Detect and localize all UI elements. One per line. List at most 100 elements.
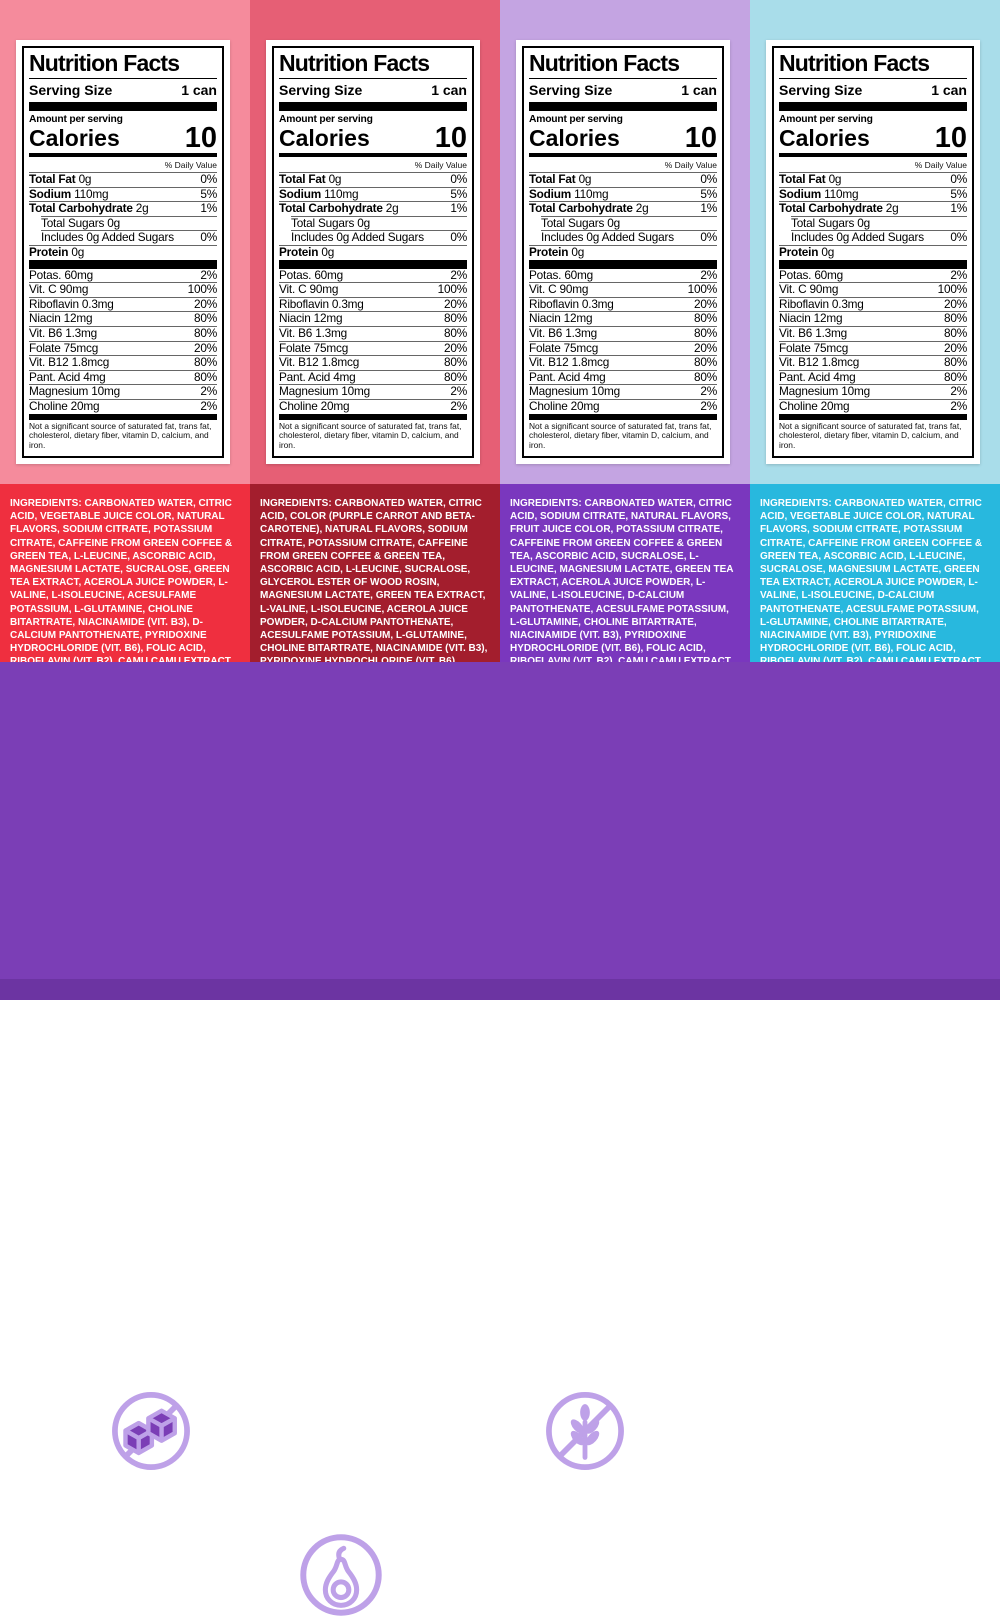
nutrition-facts-title: Nutrition Facts bbox=[29, 51, 217, 79]
serving-size-label: Serving Size bbox=[529, 82, 613, 98]
vitamin-row: Magnesium 10mg 2% bbox=[779, 384, 967, 399]
vitamin-row: Niacin 12mg 80% bbox=[779, 311, 967, 326]
wheat-stalk bbox=[570, 1404, 600, 1460]
divider-bar bbox=[279, 153, 467, 157]
ingredients-list: CARBONATED WATER, CITRIC ACID, COLOR (PU… bbox=[260, 498, 488, 662]
nutrient-row: Total Fat 0g 0% bbox=[779, 172, 967, 186]
nutrient-row: Protein 0g bbox=[29, 244, 217, 260]
keto-friendly-badge: KETO FRIENDLY bbox=[295, 1529, 959, 1621]
vitamin-row: Pant. Acid 4mg 80% bbox=[779, 369, 967, 384]
label-footnote: Not a significant source of saturated fa… bbox=[529, 420, 712, 451]
divider-bar bbox=[279, 102, 467, 111]
vitamin-row: Magnesium 10mg 2% bbox=[279, 384, 467, 399]
serving-size-label: Serving Size bbox=[279, 82, 363, 98]
nutrient-row: Includes 0g Added Sugars 0% bbox=[541, 230, 717, 245]
gluten-free-badge: GLUTEN FREE bbox=[541, 1387, 1000, 1475]
nutrient-row: Sodium 110mg 5% bbox=[529, 186, 717, 201]
vitamin-row: Pant. Acid 4mg 80% bbox=[529, 369, 717, 384]
bottom-strip bbox=[0, 979, 1000, 1000]
vitamin-row: Niacin 12mg 80% bbox=[529, 311, 717, 326]
avocado-icon bbox=[300, 1534, 382, 1616]
nutrient-row: Total Fat 0g 0% bbox=[279, 172, 467, 186]
vitamin-row: Niacin 12mg 80% bbox=[29, 311, 217, 326]
daily-value-header: % Daily Value bbox=[164, 160, 217, 170]
nutrient-row: Total Carbohydrate 2g 1% bbox=[279, 201, 467, 216]
daily-value-header: % Daily Value bbox=[914, 160, 967, 170]
no-gluten-icon bbox=[546, 1392, 624, 1470]
vitamin-row: Vit. B6 1.3mg 80% bbox=[779, 325, 967, 340]
serving-size-label: Serving Size bbox=[29, 82, 113, 98]
nutrient-row: Protein 0g bbox=[279, 244, 467, 260]
vitamin-row: Folate 75mcg 20% bbox=[29, 340, 217, 355]
calories-row: Calories 10 bbox=[779, 122, 967, 154]
divider-bar bbox=[279, 259, 467, 269]
vitamin-row: Vit. C 90mg 100% bbox=[529, 282, 717, 297]
divider-bar bbox=[279, 413, 467, 420]
label-footnote: Not a significant source of saturated fa… bbox=[279, 420, 462, 451]
ingredients-heading: INGREDIENTS: bbox=[260, 498, 332, 509]
nutrition-facts-inner: Nutrition Facts Serving Size 1 can Amoun… bbox=[772, 46, 974, 459]
nutrition-facts-title: Nutrition Facts bbox=[529, 51, 717, 79]
serving-size-value: 1 can bbox=[181, 82, 217, 98]
ingredients-area-1: INGREDIENTS: CARBONATED WATER, CITRIC AC… bbox=[0, 484, 250, 662]
serving-size-value: 1 can bbox=[681, 82, 717, 98]
nutrient-row: Total Sugars 0g bbox=[291, 215, 467, 231]
nutrient-row: Total Fat 0g 0% bbox=[29, 172, 217, 186]
divider-bar bbox=[779, 102, 967, 111]
vitamin-row: Pant. Acid 4mg 80% bbox=[29, 369, 217, 384]
label-area-1: Nutrition Facts Serving Size 1 can Amoun… bbox=[0, 0, 250, 484]
calories-row: Calories 10 bbox=[529, 122, 717, 154]
vitamin-row: Vit. B6 1.3mg 80% bbox=[279, 325, 467, 340]
vitamin-row: Vit. B12 1.8mcg 80% bbox=[529, 355, 717, 370]
nutrient-row: Includes 0g Added Sugars 0% bbox=[791, 230, 967, 245]
vitamin-row: Riboflavin 0.3mg 20% bbox=[29, 296, 217, 311]
vitamin-row: Vit. C 90mg 100% bbox=[779, 282, 967, 297]
ingredients-text: INGREDIENTS: CARBONATED WATER, CITRIC AC… bbox=[0, 484, 250, 662]
vitamin-row: Choline 20mg 2% bbox=[29, 398, 217, 413]
amount-per-serving: Amount per serving bbox=[279, 114, 373, 125]
divider-bar bbox=[29, 102, 217, 111]
vitamin-row: Folate 75mcg 20% bbox=[529, 340, 717, 355]
divider-bar bbox=[29, 413, 217, 420]
flavor-columns: Nutrition Facts Serving Size 1 can Amoun… bbox=[0, 0, 1000, 662]
nutrient-row: Sodium 110mg 5% bbox=[779, 186, 967, 201]
serving-size-row: Serving Size 1 can bbox=[529, 79, 717, 102]
serving-size-row: Serving Size 1 can bbox=[279, 79, 467, 102]
ingredients-heading: INGREDIENTS: bbox=[760, 498, 832, 509]
claims-section: ZERO SUGAR GLUTEN FREE bbox=[0, 662, 1000, 1616]
divider-bar bbox=[779, 153, 967, 157]
divider-bar bbox=[529, 153, 717, 157]
nutrient-row: Total Carbohydrate 2g 1% bbox=[29, 201, 217, 216]
vitamin-row: Potas. 60mg 2% bbox=[779, 267, 967, 282]
gluten-free-label: GLUTEN FREE bbox=[662, 1391, 945, 1471]
nutrient-row: Total Carbohydrate 2g 1% bbox=[779, 201, 967, 216]
nutrition-facts-label: Nutrition Facts Serving Size 1 can Amoun… bbox=[266, 40, 480, 465]
vitamin-row: Vit. B12 1.8mcg 80% bbox=[279, 355, 467, 370]
calories-label: Calories bbox=[29, 125, 120, 151]
nutrition-facts-label: Nutrition Facts Serving Size 1 can Amoun… bbox=[516, 40, 730, 465]
calories-value: 10 bbox=[934, 122, 967, 154]
vitamin-row: Vit. B6 1.3mg 80% bbox=[529, 325, 717, 340]
divider-bar bbox=[29, 259, 217, 269]
ingredients-heading: INGREDIENTS: bbox=[10, 498, 82, 509]
nutrient-row: Total Sugars 0g bbox=[541, 215, 717, 231]
calories-label: Calories bbox=[279, 125, 370, 151]
no-sugar-icon bbox=[112, 1392, 190, 1470]
calories-value: 10 bbox=[434, 122, 467, 154]
amount-per-serving: Amount per serving bbox=[779, 114, 873, 125]
vitamin-row: Vit. B12 1.8mcg 80% bbox=[29, 355, 217, 370]
ingredients-text: INGREDIENTS: CARBONATED WATER, CITRIC AC… bbox=[250, 484, 500, 662]
divider-bar bbox=[529, 259, 717, 269]
serving-size-value: 1 can bbox=[931, 82, 967, 98]
divider-bar bbox=[29, 153, 217, 157]
vitamin-row: Vit. B6 1.3mg 80% bbox=[29, 325, 217, 340]
zero-sugar-label: ZERO SUGAR bbox=[227, 1391, 495, 1471]
calories-label: Calories bbox=[779, 125, 870, 151]
vitamin-row: Vit. B12 1.8mcg 80% bbox=[779, 355, 967, 370]
vitamin-row: Potas. 60mg 2% bbox=[529, 267, 717, 282]
calories-value: 10 bbox=[684, 122, 717, 154]
vitamin-row: Magnesium 10mg 2% bbox=[529, 384, 717, 399]
avocado bbox=[322, 1545, 360, 1608]
divider-bar bbox=[529, 102, 717, 111]
